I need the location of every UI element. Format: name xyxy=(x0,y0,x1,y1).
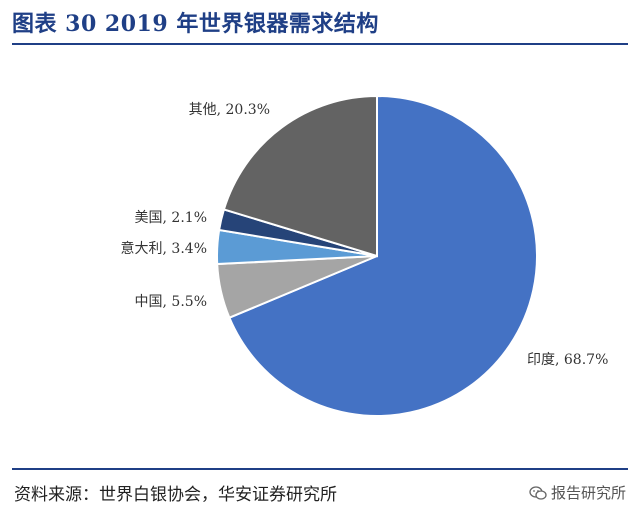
slice-label-2: 中国, 5.5% xyxy=(135,294,207,310)
wechat-icon xyxy=(529,485,547,500)
slice-label-4: 美国, 2.1% xyxy=(135,210,207,226)
slice-label-1: 印度, 68.7% xyxy=(527,352,608,368)
title-divider xyxy=(12,43,628,45)
watermark: 报告研究所 xyxy=(529,482,626,503)
source-divider xyxy=(12,468,628,470)
chart-title: 图表 30 2019 年世界银器需求结构 xyxy=(12,11,379,37)
pie-slice-5 xyxy=(222,94,378,258)
pie-chart: 印度, 68.7% 中国, 5.5% 意大利, 3.4% 美国, 2.1% 其他, 20… xyxy=(121,94,608,417)
watermark-text: 报告研究所 xyxy=(550,484,626,502)
slice-label-3: 意大利, 3.4% xyxy=(121,240,207,257)
source-note: 资料来源：世界白银协会，华安证券研究所 xyxy=(14,485,337,505)
pie-slice-1 xyxy=(228,94,538,417)
slice-label-5: 其他, 20.3% xyxy=(189,102,270,118)
